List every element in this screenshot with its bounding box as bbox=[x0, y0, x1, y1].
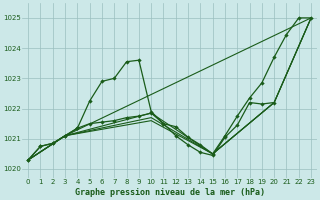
X-axis label: Graphe pression niveau de la mer (hPa): Graphe pression niveau de la mer (hPa) bbox=[75, 188, 265, 197]
